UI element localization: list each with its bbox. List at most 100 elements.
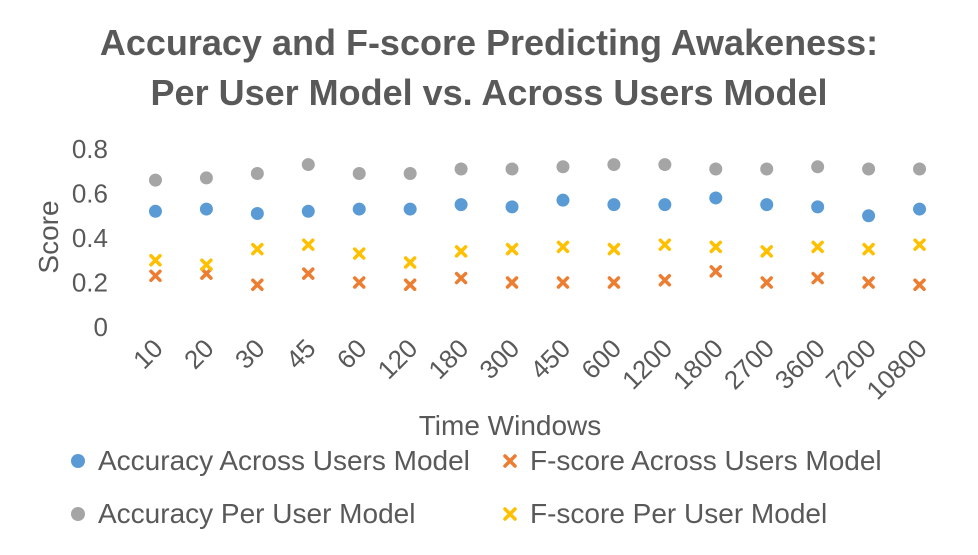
legend-item-fscore-per-user: F-score Per User Model <box>500 498 827 530</box>
data-point <box>199 202 213 216</box>
data-point <box>811 271 824 285</box>
data-point <box>556 276 570 289</box>
x-tick-label: 30 <box>229 333 271 375</box>
y-tick-label: 0.6 <box>72 179 108 209</box>
data-point <box>302 238 315 251</box>
data-point <box>556 193 570 207</box>
data-point <box>454 198 468 212</box>
data-point <box>148 204 162 218</box>
data-point <box>760 245 773 258</box>
x-tick-label: 60 <box>331 333 373 375</box>
x-tick-label: 300 <box>473 333 525 385</box>
data-point <box>811 160 825 174</box>
data-point <box>149 254 162 267</box>
x-tick-label: 1200 <box>616 333 678 395</box>
data-point <box>760 276 773 289</box>
x-tick-label: 20 <box>178 333 220 375</box>
data-point <box>403 278 417 291</box>
x-tick-label: 2700 <box>718 333 780 395</box>
data-point <box>250 166 264 180</box>
series-1 <box>149 265 926 291</box>
data-point <box>251 242 264 256</box>
data-points <box>148 158 927 291</box>
data-point <box>505 242 519 256</box>
chart-title-line-1: Accuracy and F-score Predicting Awakenes… <box>99 22 879 63</box>
chart-title-line-2: Per User Model vs. Across Users Model <box>150 72 828 113</box>
y-axis-ticks: 0 0.2 0.4 0.6 0.8 <box>72 134 108 342</box>
data-point <box>302 267 315 280</box>
legend-marker-circle-gray <box>71 507 85 521</box>
data-point <box>454 271 468 285</box>
data-point <box>352 166 366 180</box>
data-point <box>658 274 672 287</box>
data-point <box>658 158 672 172</box>
data-point <box>709 162 723 176</box>
data-point <box>149 269 162 283</box>
data-point <box>505 200 519 214</box>
legend-item-accuracy-per-user: Accuracy Per User Model <box>68 498 415 530</box>
y-tick-label: 0 <box>94 312 108 342</box>
data-point <box>607 158 621 172</box>
data-point <box>454 162 468 176</box>
legend-label: Accuracy Across Users Model <box>98 445 470 476</box>
data-point <box>200 258 213 271</box>
data-point <box>200 267 213 280</box>
data-point <box>403 202 417 216</box>
data-point <box>811 240 824 254</box>
data-point <box>607 242 621 256</box>
data-point <box>913 202 927 216</box>
data-point <box>301 204 315 218</box>
legend-item-accuracy-across: Accuracy Across Users Model <box>68 445 470 477</box>
y-tick-label: 0.8 <box>72 134 108 164</box>
data-point <box>760 198 774 212</box>
data-point <box>505 162 519 176</box>
data-point <box>250 207 264 221</box>
legend-label: F-score Per User Model <box>530 498 828 529</box>
x-tick-label: 450 <box>524 333 576 385</box>
data-point <box>352 202 366 216</box>
data-point <box>251 278 264 291</box>
data-point <box>199 171 213 185</box>
data-point <box>454 245 468 258</box>
chart-title: Accuracy and F-score Predicting Awakenes… <box>0 18 978 118</box>
data-point <box>148 173 162 187</box>
y-tick-label: 0.2 <box>72 268 108 298</box>
data-point <box>913 162 927 176</box>
data-point <box>709 265 723 278</box>
data-point <box>403 256 417 269</box>
data-point <box>352 247 366 260</box>
x-tick-label: 120 <box>372 333 424 385</box>
legend-marker-circle-blue <box>71 454 85 468</box>
series-3 <box>149 238 926 271</box>
data-point <box>607 276 621 289</box>
data-point <box>658 198 672 212</box>
legend-marker-x-yellow <box>503 507 517 521</box>
data-point <box>403 166 417 180</box>
data-point <box>862 162 876 176</box>
x-axis-ticks: 10 20 30 45 60 120 180 300 450 600120018002700360… <box>127 333 933 405</box>
data-point <box>862 242 875 256</box>
x-tick-label: 180 <box>422 333 474 385</box>
series-0 <box>148 191 927 223</box>
legend: Accuracy Across Users Model F-score Acro… <box>0 445 978 555</box>
y-tick-label: 0.4 <box>72 223 108 253</box>
x-tick-label: 3600 <box>769 333 831 395</box>
series-2 <box>148 158 927 187</box>
data-point <box>913 238 926 251</box>
data-point <box>658 238 672 251</box>
data-point <box>862 276 875 289</box>
data-point <box>556 160 570 174</box>
scatter-plot: 00.20.40.60.8 10 20 30 45 60 120 180 300 450 6001… <box>33 134 933 441</box>
legend-item-fscore-across: F-score Across Users Model <box>500 445 882 477</box>
x-axis-label: Time Windows <box>419 410 602 441</box>
data-point <box>556 240 570 254</box>
x-tick-label: 45 <box>280 333 322 375</box>
data-point <box>811 200 825 214</box>
data-point <box>709 191 723 205</box>
x-tick-label: 10 <box>127 333 169 375</box>
data-point <box>352 276 366 289</box>
y-axis-label: Score <box>33 200 64 273</box>
data-point <box>301 158 315 172</box>
legend-label: F-score Across Users Model <box>530 445 882 476</box>
legend-label: Accuracy Per User Model <box>98 498 416 529</box>
